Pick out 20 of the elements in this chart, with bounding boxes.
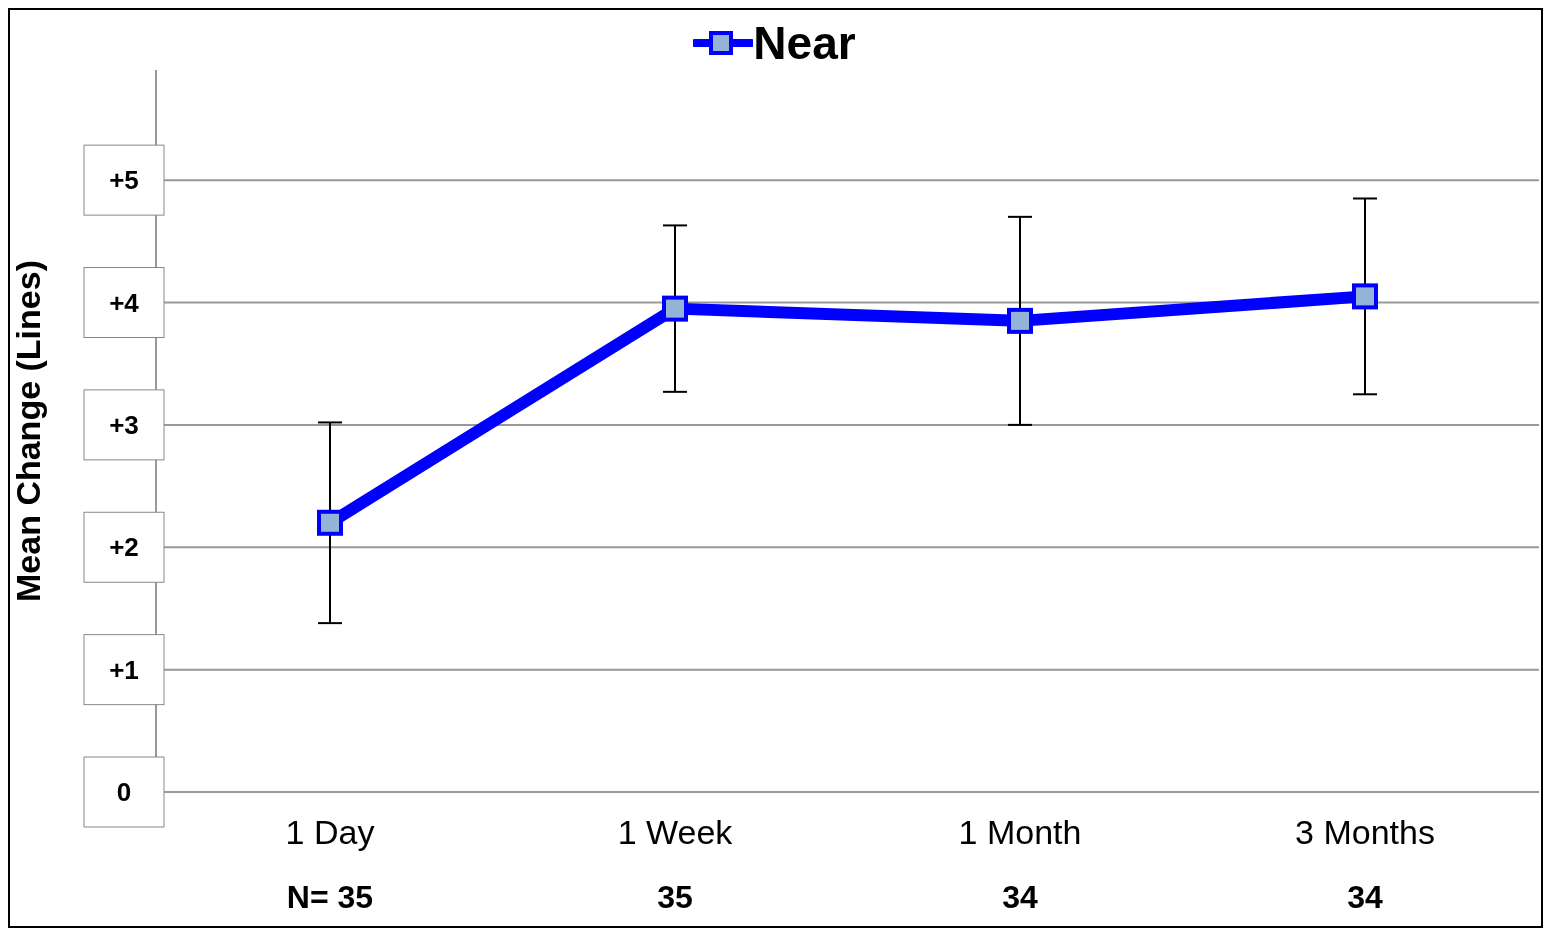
text: 35 bbox=[657, 879, 693, 915]
x-tick-label: 1 Week bbox=[617, 813, 734, 851]
x-tick-label: 1 Month bbox=[958, 813, 1082, 851]
y-tick-label: +4 bbox=[109, 287, 140, 318]
text: 34 bbox=[1347, 879, 1383, 915]
point bbox=[1007, 307, 1033, 334]
y-tick-label: +3 bbox=[109, 409, 139, 440]
point bbox=[1352, 283, 1378, 310]
text: 34 bbox=[1002, 879, 1038, 915]
y-tick-label: 0 bbox=[116, 777, 132, 807]
point bbox=[662, 295, 688, 322]
text: N= 35 bbox=[286, 879, 374, 915]
legend-label: Near bbox=[753, 16, 856, 70]
x-tick-label: 1 Day bbox=[285, 813, 375, 851]
y-axis-title: Mean Change (Lines) bbox=[9, 260, 48, 602]
point bbox=[317, 509, 343, 536]
y-tick-label: +2 bbox=[109, 532, 139, 563]
x-tick-label: 3 Months bbox=[1295, 813, 1435, 851]
y-tick-label: +5 bbox=[109, 165, 139, 196]
y-tick-label: +1 bbox=[109, 654, 139, 685]
